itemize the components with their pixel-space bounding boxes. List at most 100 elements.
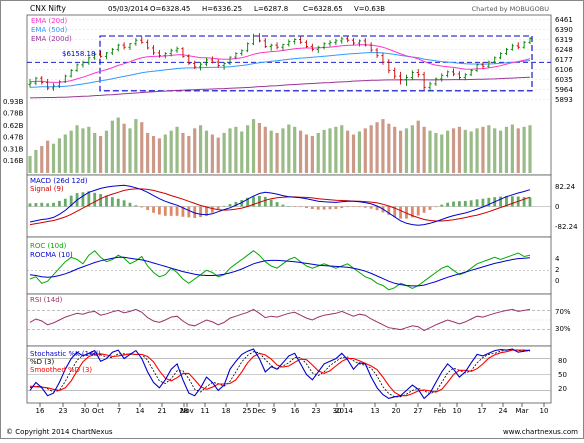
- macd-histogram-bar: [305, 206, 308, 209]
- roc-tick-2: 2: [555, 266, 559, 274]
- macd-series: [27, 184, 551, 226]
- macd-histogram-bar: [340, 206, 344, 209]
- volume-bar: [46, 140, 50, 173]
- macd-histogram-bar: [369, 206, 373, 209]
- macd-histogram-bar: [458, 201, 461, 207]
- macd-histogram-bar: [193, 206, 197, 219]
- macd-histogram-bar: [405, 206, 408, 219]
- roc-series: [27, 250, 551, 291]
- ema-lines: [29, 44, 531, 99]
- macd-histogram-bar: [510, 196, 514, 207]
- volume-bar: [269, 130, 273, 173]
- volume-bar: [275, 132, 279, 173]
- volume-bar: [451, 128, 456, 173]
- macd-histogram-bar: [293, 206, 297, 207]
- macd-histogram-bar: [199, 206, 202, 218]
- volume-bar: [434, 132, 438, 173]
- volume-bar: [298, 130, 303, 173]
- macd-tick-zero: 0: [555, 203, 559, 211]
- volume-bar: [328, 128, 332, 173]
- stoch-tick-20: 20: [558, 385, 567, 393]
- rsi-series: [27, 308, 551, 332]
- macd-histogram-bar: [175, 206, 179, 216]
- x-tick-label: 27: [414, 407, 423, 415]
- volume-bar: [293, 126, 297, 173]
- volume-bar: [146, 132, 150, 173]
- volume-bar: [87, 126, 91, 173]
- range-box-rect: [99, 35, 533, 92]
- volume-bar: [216, 137, 220, 173]
- stoch-tick-80: 80: [558, 357, 567, 365]
- x-tick-label: 20: [392, 407, 401, 415]
- macd-histogram-bar: [481, 198, 485, 207]
- macd-histogram-bar: [28, 203, 32, 207]
- volume-bar: [198, 125, 203, 173]
- macd-histogram-bar: [528, 197, 532, 207]
- volume-bar: [504, 126, 509, 173]
- volume-bar: [175, 126, 179, 173]
- symbol-title: CNX Nifty: [30, 4, 67, 13]
- roc-tick-0: 0: [555, 277, 559, 285]
- macd-histogram-bar: [246, 197, 250, 207]
- x-tick-label: 24: [499, 407, 508, 415]
- x-tick-label: 16: [291, 407, 300, 415]
- volume-bar: [75, 125, 79, 173]
- volume-bars: [28, 117, 532, 173]
- volume-bar: [340, 125, 344, 173]
- header-volume: V=0.63B: [354, 5, 385, 13]
- macd-histogram-bar: [358, 206, 361, 208]
- macd-histogram-bar: [352, 206, 355, 207]
- roc-tick-4: 4: [555, 255, 560, 263]
- volume-bar: [310, 136, 314, 173]
- x-tick-label: 9: [272, 407, 276, 415]
- volume-bar: [322, 129, 326, 173]
- macd-histogram-bar: [163, 206, 167, 216]
- macd-histogram-bar: [40, 202, 44, 207]
- x-tick-label: Dec: [252, 407, 266, 415]
- macd-histogram-bar: [310, 206, 314, 209]
- x-tick-label: 30: [333, 407, 342, 415]
- legend-rocma: ROCMA (10): [30, 251, 73, 259]
- volume-bar: [193, 128, 197, 173]
- macd-histogram-bar: [58, 200, 61, 207]
- macd-histogram-bar: [269, 199, 273, 207]
- volume-bar: [69, 130, 73, 173]
- signal-line: [29, 188, 531, 226]
- volume-bar: [410, 125, 414, 173]
- rsi-tick-70: 70%: [555, 308, 571, 316]
- price-tick-labels: 6461 6390 6319 6248 6177 6106 6035 5964 5893: [555, 16, 573, 104]
- macd-histogram-bar: [334, 206, 338, 209]
- legend-signal: Signal (9): [30, 185, 64, 193]
- ema50-line: [29, 52, 531, 88]
- macd-histogram-bar: [228, 204, 232, 207]
- x-tick-label: 23: [312, 407, 321, 415]
- macd-histogram-bar: [210, 206, 214, 213]
- volume-bar: [487, 125, 491, 173]
- volume-bar: [169, 130, 173, 173]
- macd-histogram-bar: [146, 206, 150, 210]
- volume-bar: [457, 126, 462, 173]
- header-high: H=6336.25: [202, 5, 242, 13]
- price-tick-label: 6319: [555, 36, 573, 44]
- macd-histogram-bar: [158, 206, 161, 215]
- macd-histogram-bar: [69, 195, 73, 207]
- candles: [28, 33, 532, 92]
- volume-bar: [416, 120, 420, 173]
- volume-bar: [381, 119, 385, 173]
- x-tick-label: 13: [371, 407, 380, 415]
- macd-histogram-bar: [363, 206, 367, 208]
- macd-histogram-bar: [346, 206, 350, 208]
- x-tick-label: 10: [453, 407, 462, 415]
- header-low: L=6287.8: [254, 5, 288, 13]
- volume-bar: [463, 129, 467, 173]
- stoch-tick-50: 50: [558, 371, 567, 379]
- macd-histogram-bar: [187, 206, 191, 218]
- x-tick-label: 25: [243, 407, 252, 415]
- x-tick-label: 17: [478, 407, 487, 415]
- volume-bar: [240, 131, 244, 173]
- rsi-tick-30: 30%: [555, 325, 571, 333]
- x-tick-label: 11: [201, 407, 210, 415]
- legend-ema50: EMA (50d): [31, 26, 68, 34]
- macd-histogram-bar: [216, 206, 220, 209]
- macd-histogram-bar: [505, 195, 508, 207]
